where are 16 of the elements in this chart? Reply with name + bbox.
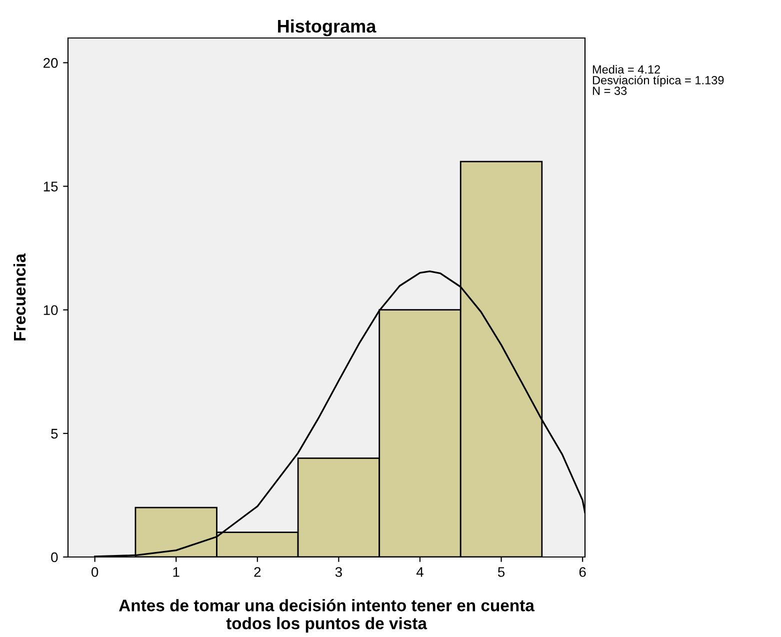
x-tick-label: 3: [335, 567, 342, 577]
y-tick-label: 5: [51, 428, 58, 439]
x-tick-label: 0: [92, 567, 98, 577]
x-tick-label: 4: [416, 567, 424, 577]
y-tick-label: 0: [51, 552, 58, 562]
x-tick-label: 2: [254, 567, 261, 577]
text: Media = 4.12 Desviación típica = 1.139 N = 33: [592, 65, 724, 95]
x-tick-label: 6: [579, 567, 586, 577]
y-tick-label: 10: [44, 305, 58, 316]
y-tick-label: 15: [44, 182, 58, 192]
x-tick-label: 5: [498, 567, 505, 577]
x-tick-label: 1: [173, 567, 180, 577]
y-tick-label: 20: [44, 58, 58, 68]
x-axis-title: Antes de tomar una decisión intento tener en cuenta todos los puntos de vista: [119, 598, 535, 633]
y-axis-title: Frecuencia: [13, 253, 26, 340]
chart-title: Histograma: [278, 19, 376, 36]
